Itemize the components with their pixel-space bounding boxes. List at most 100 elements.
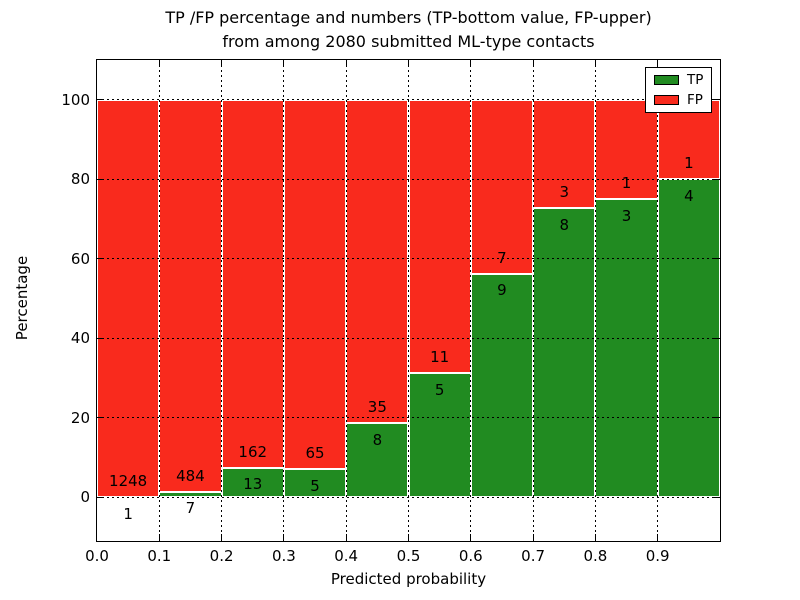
gridline-vertical bbox=[594, 60, 596, 541]
fp-count-label: 65 bbox=[305, 443, 325, 462]
y-tick-mark bbox=[97, 417, 104, 419]
bar-segment-fp bbox=[97, 99, 160, 497]
gridline-horizontal bbox=[97, 258, 720, 260]
x-tick-mark bbox=[158, 534, 160, 541]
x-tick-label: 0.7 bbox=[521, 547, 546, 565]
x-tick-label: 0.2 bbox=[209, 547, 234, 565]
x-tick-mark-top bbox=[345, 60, 347, 67]
gridline-horizontal bbox=[97, 99, 720, 101]
bar-segment-fp bbox=[533, 99, 596, 209]
bar-segment-tp bbox=[470, 273, 534, 498]
x-tick-mark bbox=[594, 534, 596, 541]
y-tick-mark-right bbox=[713, 99, 720, 101]
gridline-horizontal bbox=[97, 337, 720, 339]
x-tick-label: 0.0 bbox=[85, 547, 109, 565]
plot-area: TP FP 1248 1 484 7 162 13 65 5 35 8 11 5 7 9 3 8 1 3 1 4 bbox=[96, 59, 721, 542]
y-tick-mark-right bbox=[713, 337, 720, 339]
gridline-horizontal bbox=[97, 178, 720, 180]
x-tick-mark bbox=[407, 534, 410, 541]
y-tick-mark bbox=[97, 99, 104, 101]
bar-segment-tp bbox=[408, 373, 471, 498]
bar-segment-fp bbox=[408, 99, 471, 374]
gridline-vertical bbox=[283, 60, 285, 541]
y-axis-label: Percentage bbox=[13, 255, 31, 341]
x-tick-mark bbox=[221, 534, 223, 541]
tp-count-label: 4 bbox=[684, 186, 694, 205]
bar-segment-tp bbox=[346, 423, 409, 498]
x-axis-label: Predicted probability bbox=[330, 570, 487, 588]
y-tick-mark-right bbox=[713, 178, 720, 180]
y-tick-mark bbox=[97, 337, 104, 339]
bar-segment-fp bbox=[221, 99, 284, 468]
bar-segment-fp bbox=[283, 99, 347, 469]
x-tick-mark-top bbox=[221, 60, 223, 67]
gridline-horizontal bbox=[97, 496, 720, 498]
x-tick-mark bbox=[532, 534, 534, 541]
x-tick-mark bbox=[470, 534, 472, 541]
bar-segment-fp bbox=[595, 99, 658, 200]
gridline-vertical bbox=[657, 60, 659, 541]
tp-count-label: 1 bbox=[123, 504, 133, 523]
x-tick-mark-top bbox=[470, 60, 472, 67]
gridline-vertical bbox=[470, 60, 472, 541]
y-tick-mark bbox=[97, 258, 104, 260]
fp-count-label: 1 bbox=[621, 174, 632, 193]
tp-count-label: 7 bbox=[185, 499, 196, 518]
gridline-vertical bbox=[408, 60, 409, 541]
gridline-vertical bbox=[532, 60, 534, 541]
fp-count-label: 35 bbox=[367, 398, 387, 417]
x-tick-mark bbox=[283, 534, 285, 541]
y-tick-mark-right bbox=[713, 258, 720, 260]
x-tick-mark-top bbox=[657, 60, 659, 67]
x-tick-mark-top bbox=[158, 60, 160, 67]
chart-title-line1: TP /FP percentage and numbers (TP-bottom… bbox=[165, 8, 652, 27]
tp-count-label: 8 bbox=[559, 215, 570, 234]
tp-count-label: 9 bbox=[497, 281, 507, 300]
y-tick-label: 0 bbox=[80, 488, 90, 507]
y-tick-mark-right bbox=[713, 496, 720, 498]
y-tick-mark bbox=[97, 496, 104, 498]
x-tick-label: 0.6 bbox=[458, 547, 483, 565]
x-tick-mark-top bbox=[594, 60, 596, 67]
y-tick-label: 60 bbox=[70, 249, 90, 268]
tp-count-label: 8 bbox=[372, 431, 383, 449]
x-tick-mark bbox=[657, 534, 659, 541]
bar-segment-tp bbox=[221, 467, 284, 498]
x-tick-mark-top bbox=[283, 60, 285, 67]
legend-entry-label: TP bbox=[687, 72, 704, 88]
fp-count-label: 162 bbox=[238, 442, 268, 461]
fp-legend-swatch bbox=[654, 95, 679, 105]
tp-count-label: 5 bbox=[310, 476, 320, 495]
x-tick-label: 0.8 bbox=[583, 547, 608, 565]
bar-segment-tp bbox=[595, 199, 658, 498]
x-tick-label: 0.1 bbox=[147, 547, 172, 565]
x-tick-mark-top bbox=[532, 60, 534, 67]
gridline-horizontal bbox=[97, 417, 720, 419]
gridline-vertical bbox=[221, 60, 223, 541]
bar-segment-fp bbox=[159, 99, 222, 492]
tp-legend-swatch bbox=[654, 75, 679, 85]
tp-count-label: 5 bbox=[434, 380, 445, 399]
bar-segment-fp bbox=[470, 99, 534, 274]
y-tick-label: 20 bbox=[70, 408, 90, 427]
x-tick-mark-top bbox=[407, 60, 410, 67]
bar-segment-tp bbox=[283, 468, 347, 498]
y-tick-label: 40 bbox=[70, 329, 90, 348]
fp-count-label: 1 bbox=[684, 154, 694, 173]
chart-title: TP /FP percentage and numbers (TP-bottom… bbox=[97, 6, 720, 54]
x-tick-label: 0.9 bbox=[645, 547, 670, 565]
bar-segment-fp bbox=[346, 99, 409, 424]
x-tick-label: 0.3 bbox=[271, 547, 296, 565]
legend-entry: TP bbox=[654, 73, 703, 87]
x-tick-label: 0.5 bbox=[396, 547, 421, 565]
fp-count-label: 11 bbox=[430, 348, 450, 367]
chart-title-line2: from among 2080 submitted ML-type contac… bbox=[222, 32, 595, 51]
legend-entry-label: FP bbox=[687, 92, 703, 108]
y-tick-label: 100 bbox=[61, 90, 90, 109]
bar-segment-tp bbox=[533, 208, 596, 498]
fp-count-label: 7 bbox=[497, 248, 507, 267]
x-tick-label: 0.4 bbox=[334, 547, 359, 565]
gridline-vertical bbox=[158, 60, 160, 541]
tp-count-label: 13 bbox=[243, 475, 263, 494]
